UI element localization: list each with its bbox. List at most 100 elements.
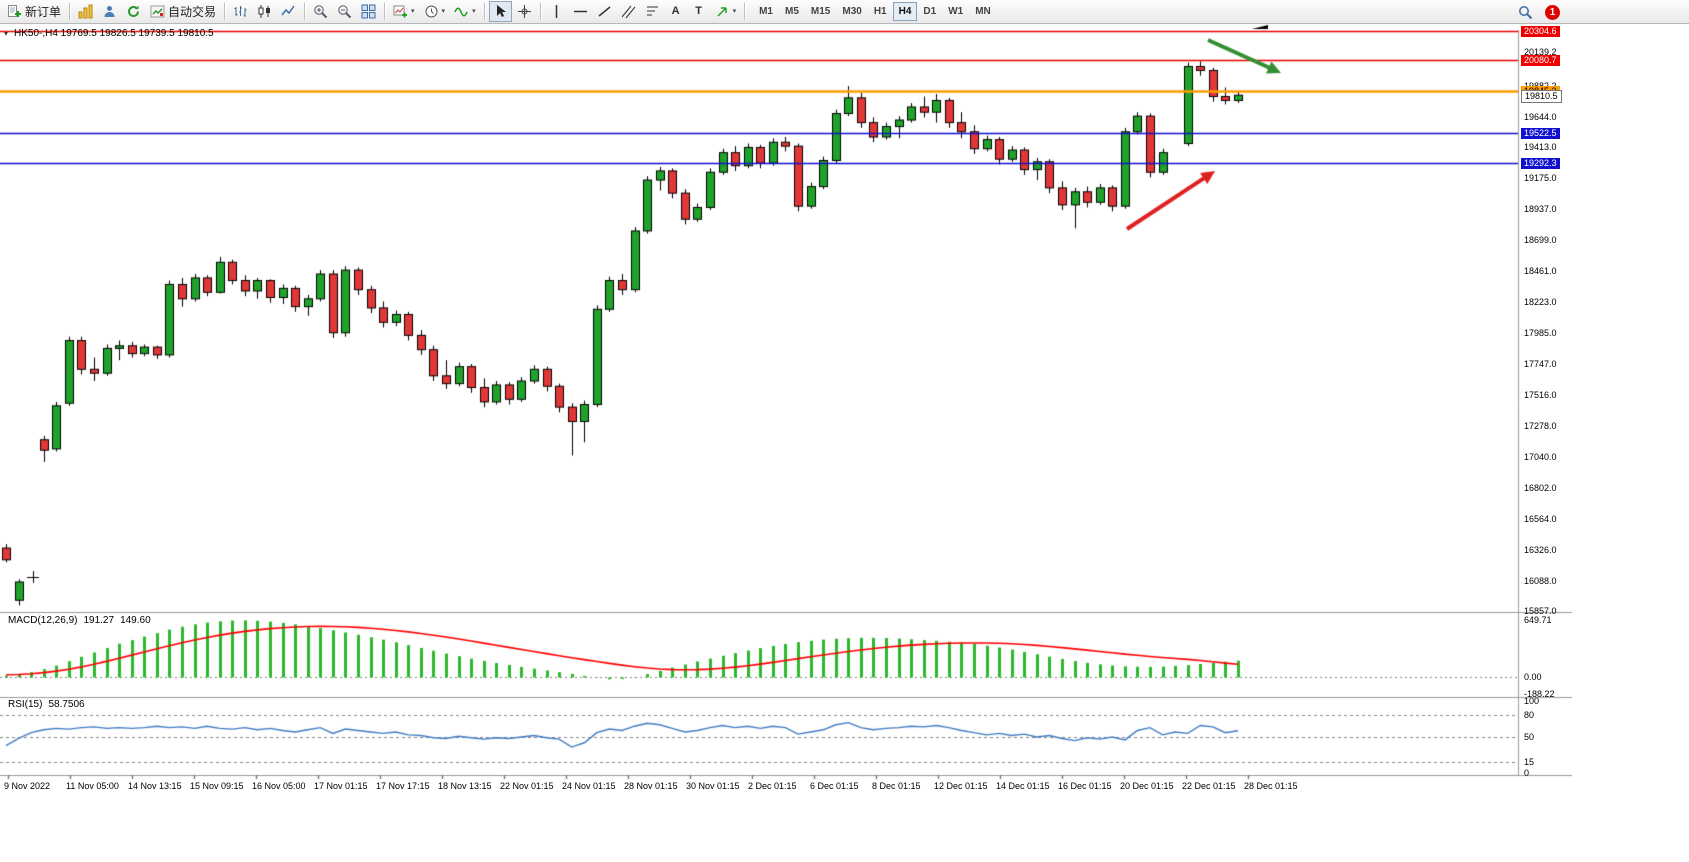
price-tick-label: 17040.0 xyxy=(1524,451,1557,462)
horizontal-line-tool-button[interactable] xyxy=(569,1,592,22)
crosshair-tool-button[interactable] xyxy=(513,1,536,22)
price-axis[interactable]: 20139.219882.219644.019413.019175.018937… xyxy=(1519,24,1583,778)
price-tick-label: 17985.0 xyxy=(1524,328,1557,339)
fibonacci-tool-button[interactable] xyxy=(641,1,664,22)
tile-windows-icon xyxy=(361,4,376,19)
candlestick-chart-icon xyxy=(258,5,271,18)
price-level-label: 20080.7 xyxy=(1521,54,1560,66)
candlestick-chart-button[interactable] xyxy=(253,1,276,22)
toolbar-separator xyxy=(304,3,306,20)
toolbar-separator xyxy=(483,3,485,20)
timeframe-h1-button[interactable]: H1 xyxy=(868,2,893,21)
new-order-label: 新订单 xyxy=(25,5,62,19)
search-button[interactable] xyxy=(1514,2,1537,23)
price-tick-label: 19644.0 xyxy=(1524,111,1557,122)
refresh-button[interactable] xyxy=(122,1,145,22)
text-icon: A xyxy=(671,5,680,17)
indicators-icon xyxy=(454,7,468,17)
timeframe-m1-button[interactable]: M1 xyxy=(753,2,779,21)
arrows-tool-button[interactable]: ▾ xyxy=(711,1,741,22)
toolbar-separator xyxy=(69,3,71,20)
price-level-label: 19522.5 xyxy=(1521,127,1560,139)
time-tick-label: 17 Nov 17:15 xyxy=(376,781,430,791)
periods-button[interactable]: ▾ xyxy=(420,1,450,22)
zoom-in-button[interactable] xyxy=(309,1,332,22)
rsi-scale-label: 15 xyxy=(1524,757,1535,768)
chart-menu-icon[interactable]: ▾ xyxy=(4,29,9,38)
horizontal-line-icon xyxy=(573,10,587,13)
new-chart-button[interactable]: ▾ xyxy=(389,1,419,22)
tile-windows-button[interactable] xyxy=(357,1,380,22)
rsi-scale-label: 50 xyxy=(1524,732,1535,742)
fibonacci-icon xyxy=(646,6,658,16)
price-tick-label: 18937.0 xyxy=(1524,204,1557,215)
new-order-icon xyxy=(8,5,21,17)
time-tick-label: 18 Nov 13:15 xyxy=(438,781,492,791)
arrow-shape-icon xyxy=(717,7,727,17)
timeframe-h4-button[interactable]: H4 xyxy=(892,2,918,21)
line-chart-button[interactable] xyxy=(277,1,300,22)
time-tick-label: 9 Nov 2022 xyxy=(4,781,51,791)
trendline-tool-button[interactable] xyxy=(593,1,616,22)
price-tick-label: 17747.0 xyxy=(1524,359,1557,370)
price-tick-label: 19413.0 xyxy=(1524,142,1557,153)
time-tick-label: 15 Nov 09:15 xyxy=(190,781,244,791)
new-order-button[interactable]: 新订单 xyxy=(3,1,65,22)
line-chart-icon xyxy=(281,5,295,16)
channel-tool-button[interactable] xyxy=(617,1,640,22)
toolbar-separator xyxy=(384,3,386,20)
macd-histogram-value: 191.27 xyxy=(83,615,115,626)
charts-button[interactable] xyxy=(74,1,97,22)
timeframe-m15-button[interactable]: M15 xyxy=(805,2,836,21)
indicators-button[interactable]: ▾ xyxy=(450,1,480,22)
timeframe-mn-button[interactable]: MN xyxy=(969,2,997,21)
zoom-out-button[interactable] xyxy=(333,1,356,22)
autotrading-icon xyxy=(150,5,165,18)
chevron-down-icon: ▾ xyxy=(732,8,737,15)
charts-icon xyxy=(78,4,93,19)
profiles-button[interactable] xyxy=(98,1,121,22)
notification-badge[interactable]: 1 xyxy=(1545,5,1560,20)
label-tool-button[interactable]: T xyxy=(688,1,710,22)
timeframe-d1-button[interactable]: D1 xyxy=(917,2,942,21)
rsi-indicator-label: RSI(15) 58.7506 xyxy=(8,699,85,710)
timeframe-toolbar: M1 M5 M15 M30 H1 H4 D1 W1 MN xyxy=(753,2,997,21)
time-axis[interactable]: 9 Nov 2022 11 Nov 05:00 14 Nov 13:15 15 Nov… xyxy=(0,776,1572,794)
chevron-down-icon: ▾ xyxy=(472,8,476,15)
time-tick-label: 16 Dec 01:15 xyxy=(1058,781,1112,791)
time-tick-label: 11 Nov 05:00 xyxy=(66,781,119,791)
price-tick-label: 18699.0 xyxy=(1524,235,1557,246)
timeframe-w1-button[interactable]: W1 xyxy=(942,2,969,21)
time-tick-label: 14 Dec 01:15 xyxy=(996,781,1050,791)
time-tick-label: 12 Dec 01:15 xyxy=(934,781,988,791)
zoom-in-icon xyxy=(314,5,328,19)
macd-scale-label: -188.22 xyxy=(1524,688,1555,699)
time-tick-label: 24 Nov 01:15 xyxy=(562,781,616,791)
vertical-line-tool-button[interactable] xyxy=(545,1,568,22)
refresh-icon xyxy=(128,5,140,17)
timeframe-m30-button[interactable]: M30 xyxy=(836,2,867,21)
macd-signal-value: 149.60 xyxy=(120,615,151,626)
channel-icon xyxy=(621,5,635,19)
symbol-ohlc-info: HK50-,H4 19769.5 19826.5 19739.5 19810.5 xyxy=(14,28,214,39)
toolbar-separator xyxy=(744,3,746,20)
autotrading-button[interactable]: 自动交易 xyxy=(146,1,220,22)
price-tick-label: 17278.0 xyxy=(1524,420,1557,431)
rsi-name: RSI(15) xyxy=(8,699,43,710)
price-tick-label: 16088.0 xyxy=(1524,575,1557,586)
timeframe-m5-button[interactable]: M5 xyxy=(779,2,805,21)
label-icon: T xyxy=(695,5,702,17)
bar-chart-button[interactable] xyxy=(229,1,252,22)
time-tick-label: 6 Dec 01:15 xyxy=(810,781,859,791)
chart-plot-canvas[interactable] xyxy=(0,24,1572,795)
time-tick-label: 16 Nov 05:00 xyxy=(252,781,306,791)
text-tool-button[interactable]: A xyxy=(665,1,687,22)
toolbar-separator xyxy=(539,3,541,20)
price-tick-label: 16564.0 xyxy=(1524,513,1557,524)
time-tick-label: 22 Nov 01:15 xyxy=(500,781,554,791)
current-price-label: 19810.5 xyxy=(1521,90,1562,104)
time-tick-label: 2 Dec 01:15 xyxy=(748,781,797,791)
cursor-tool-button[interactable] xyxy=(488,1,512,22)
time-tick-label: 28 Dec 01:15 xyxy=(1244,781,1298,791)
search-icon xyxy=(1519,6,1533,20)
